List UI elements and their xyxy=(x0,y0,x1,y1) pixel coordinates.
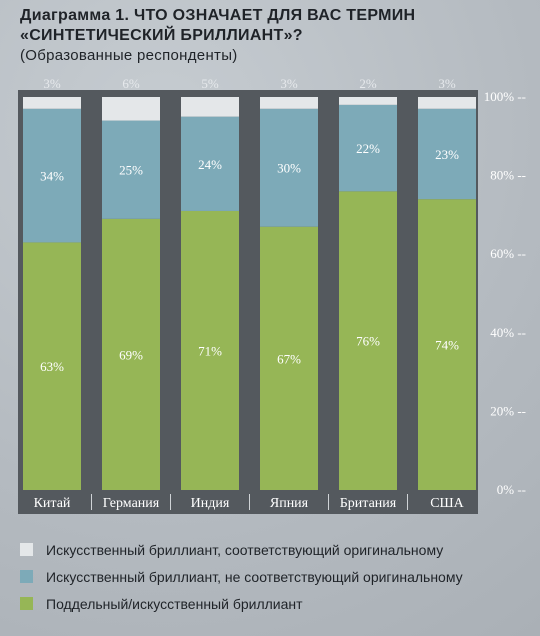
data-label: 6% xyxy=(122,76,140,91)
bar-segment-not-matching xyxy=(260,108,318,227)
y-tick-label: 0% -- xyxy=(497,482,526,497)
bar-segment-matching xyxy=(23,97,81,109)
bar-segment-fake xyxy=(418,199,476,490)
category-label: Япния xyxy=(270,496,309,511)
data-label: 34% xyxy=(40,169,64,184)
data-label: 30% xyxy=(277,161,301,176)
legend-item-matching: Искусственный бриллиант, соответствующий… xyxy=(20,536,463,563)
data-label: 74% xyxy=(435,338,459,353)
legend-item-not-matching: Искусственный бриллиант, не соответствую… xyxy=(20,563,463,590)
data-label: 24% xyxy=(198,157,222,172)
category-label: США xyxy=(430,496,464,511)
data-label: 67% xyxy=(277,351,301,366)
bar-segment-matching xyxy=(102,97,160,121)
data-label: 23% xyxy=(435,147,459,162)
legend-item-fake: Поддельный/искусственный бриллиант xyxy=(20,590,463,617)
data-label: 2% xyxy=(359,76,377,91)
legend-label-matching: Искусственный бриллиант, соответствующий… xyxy=(46,541,444,558)
category-label: Китай xyxy=(34,496,71,511)
bar-segment-not-matching xyxy=(418,108,476,200)
bar-segment-fake xyxy=(181,210,239,490)
bar-segment-matching xyxy=(418,97,476,109)
category-label: Индия xyxy=(191,496,230,511)
bar-segment-not-matching xyxy=(339,104,397,192)
legend-label-fake: Поддельный/искусственный бриллиант xyxy=(46,595,303,612)
data-label: 3% xyxy=(280,76,298,91)
category-label: Британия xyxy=(340,496,397,511)
y-tick-label: 40% -- xyxy=(490,325,526,340)
legend: Искусственный бриллиант, соответствующий… xyxy=(20,536,463,617)
bar-segment-not-matching xyxy=(181,116,239,211)
y-tick-label: 100% -- xyxy=(484,89,526,104)
data-label: 5% xyxy=(201,76,219,91)
bar-segment-matching xyxy=(181,97,239,117)
chart-title-line-1: Диаграмма 1. ЧТО ОЗНАЧАЕТ ДЛЯ ВАС ТЕРМИН xyxy=(20,7,416,24)
chart-subtitle: (Образованные респонденты) xyxy=(20,47,238,64)
bar-segment-matching xyxy=(260,97,318,109)
legend-swatch-fake xyxy=(20,597,33,610)
bar-segment-fake xyxy=(260,226,318,490)
data-label: 3% xyxy=(438,76,456,91)
bar-segment-not-matching xyxy=(102,120,160,219)
data-label: 76% xyxy=(356,334,380,349)
data-label: 71% xyxy=(198,343,222,358)
data-label: 22% xyxy=(356,141,380,156)
legend-swatch-not-matching xyxy=(20,570,33,583)
data-label: 3% xyxy=(43,76,61,91)
category-label: Германия xyxy=(103,496,160,511)
chart-panel xyxy=(18,90,478,514)
bar-segment-fake xyxy=(102,218,160,490)
legend-label-not-matching: Искусственный бриллиант, не соответствую… xyxy=(46,568,463,585)
y-tick-label: 60% -- xyxy=(490,246,526,261)
y-tick-label: 20% -- xyxy=(490,403,526,418)
legend-swatch-matching xyxy=(20,543,33,556)
chart-title-block: Диаграмма 1. ЧТО ОЗНАЧАЕТ ДЛЯ ВАС ТЕРМИН… xyxy=(20,6,530,65)
bar-segment-not-matching xyxy=(23,108,81,243)
bar-segment-matching xyxy=(339,97,397,105)
data-label: 69% xyxy=(119,347,143,362)
bar-segment-fake xyxy=(23,242,81,490)
chart-title-line-2: «СИНТЕТИЧЕСКИЙ БРИЛЛИАНТ»? xyxy=(20,27,303,44)
bar-segment-fake xyxy=(339,191,397,490)
data-label: 25% xyxy=(119,163,143,178)
data-label: 63% xyxy=(40,359,64,374)
y-tick-label: 80% -- xyxy=(490,168,526,183)
